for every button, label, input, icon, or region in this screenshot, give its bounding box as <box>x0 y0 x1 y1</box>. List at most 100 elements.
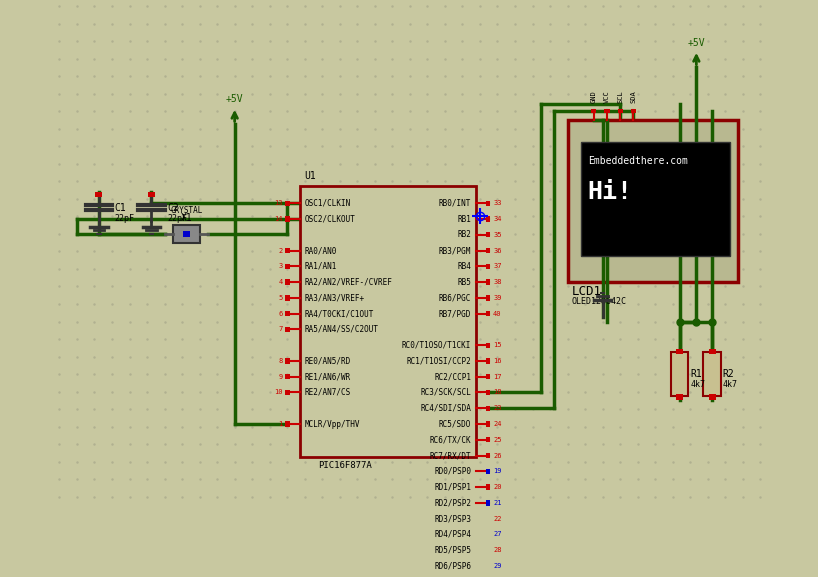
Text: RC6/TX/CK: RC6/TX/CK <box>429 435 471 444</box>
Text: R1: R1 <box>690 369 702 379</box>
Bar <box>285 279 290 284</box>
Bar <box>148 192 155 197</box>
Text: 22pF: 22pF <box>115 213 135 223</box>
Bar <box>591 108 596 113</box>
Text: RE1/AN6/WR: RE1/AN6/WR <box>305 372 351 381</box>
Text: 22pF: 22pF <box>167 213 187 223</box>
Text: 17: 17 <box>493 374 501 380</box>
Text: RA1/AN1: RA1/AN1 <box>305 262 337 271</box>
Text: RE0/AN5/RD: RE0/AN5/RD <box>305 357 351 365</box>
Text: 7: 7 <box>279 327 283 332</box>
Text: LCD1: LCD1 <box>572 285 602 298</box>
Bar <box>486 201 491 206</box>
Bar <box>486 532 491 537</box>
Text: 4k7: 4k7 <box>690 380 705 389</box>
Bar <box>486 516 491 521</box>
Text: 36: 36 <box>493 248 501 253</box>
Text: RB2: RB2 <box>457 230 471 239</box>
Text: RB1: RB1 <box>457 215 471 223</box>
Text: 9: 9 <box>279 374 283 380</box>
Bar <box>486 248 491 253</box>
Text: RA5/AN4/SS/C2OUT: RA5/AN4/SS/C2OUT <box>305 325 379 334</box>
Text: 27: 27 <box>493 531 501 537</box>
Text: 20: 20 <box>493 484 501 490</box>
Bar <box>486 485 491 490</box>
Text: RD3/PSP3: RD3/PSP3 <box>434 514 471 523</box>
Bar <box>605 108 609 113</box>
Bar <box>676 394 683 399</box>
Text: 8: 8 <box>279 358 283 364</box>
Bar <box>568 120 739 282</box>
Text: U1: U1 <box>305 171 317 181</box>
Text: RC7/RX/DT: RC7/RX/DT <box>429 451 471 460</box>
Text: RD1/PSP1: RD1/PSP1 <box>434 482 471 492</box>
Text: 10: 10 <box>274 389 283 395</box>
Bar <box>671 352 689 396</box>
Bar <box>285 358 290 364</box>
Text: RD5/PSP5: RD5/PSP5 <box>434 546 471 554</box>
Text: 28: 28 <box>493 547 501 553</box>
Text: 24: 24 <box>493 421 501 427</box>
Bar <box>486 264 491 269</box>
Text: 23: 23 <box>493 405 501 411</box>
Text: 13: 13 <box>274 200 283 206</box>
Bar <box>676 349 683 354</box>
Text: RA2/AN2/VREF-/CVREF: RA2/AN2/VREF-/CVREF <box>305 278 393 287</box>
Text: +5V: +5V <box>226 94 244 104</box>
Text: RA4/T0CKI/C1OUT: RA4/T0CKI/C1OUT <box>305 309 374 318</box>
Bar <box>581 142 730 256</box>
Text: 15: 15 <box>493 342 501 348</box>
Bar <box>486 563 491 568</box>
Bar <box>486 548 491 553</box>
Bar <box>486 469 491 474</box>
Text: 21: 21 <box>493 500 501 506</box>
Bar <box>173 225 200 243</box>
Bar <box>486 500 491 505</box>
Bar <box>285 264 290 269</box>
Text: RC0/T1OSO/T1CKI: RC0/T1OSO/T1CKI <box>402 340 471 350</box>
Text: Embeddedthere.com: Embeddedthere.com <box>587 156 688 166</box>
Bar <box>486 390 491 395</box>
Text: 29: 29 <box>493 563 501 569</box>
Text: OLED128642C: OLED128642C <box>572 297 627 306</box>
Text: X1: X1 <box>181 213 192 223</box>
Text: 34: 34 <box>493 216 501 222</box>
Text: RB6/PGC: RB6/PGC <box>438 293 471 302</box>
Text: OSC2/CLKOUT: OSC2/CLKOUT <box>305 215 356 223</box>
Bar <box>486 311 491 316</box>
Text: 14: 14 <box>274 216 283 222</box>
Text: RB5: RB5 <box>457 278 471 287</box>
Bar <box>285 248 290 253</box>
Text: 25: 25 <box>493 437 501 443</box>
Text: RC5/SDO: RC5/SDO <box>438 419 471 429</box>
Text: SCL: SCL <box>617 90 623 103</box>
Text: 6: 6 <box>279 310 283 317</box>
Text: VCC: VCC <box>604 90 610 103</box>
Text: RB4: RB4 <box>457 262 471 271</box>
Text: GND: GND <box>591 90 597 103</box>
Text: RB0/INT: RB0/INT <box>438 198 471 208</box>
Bar <box>486 279 491 284</box>
Bar <box>96 192 102 197</box>
Bar <box>285 421 290 426</box>
Bar <box>703 352 721 396</box>
Text: 3: 3 <box>279 263 283 269</box>
Text: RA3/AN3/VREF+: RA3/AN3/VREF+ <box>305 293 365 302</box>
Text: Hi!: Hi! <box>587 180 633 204</box>
Text: 39: 39 <box>493 295 501 301</box>
Text: 33: 33 <box>493 200 501 206</box>
Bar <box>285 311 290 316</box>
Bar <box>618 108 622 113</box>
Bar <box>486 295 491 301</box>
Text: R2: R2 <box>722 369 735 379</box>
Text: RC4/SDI/SDA: RC4/SDI/SDA <box>420 404 471 413</box>
Text: MCLR/Vpp/THV: MCLR/Vpp/THV <box>305 419 360 429</box>
Text: 19: 19 <box>493 469 501 474</box>
Text: 38: 38 <box>493 279 501 285</box>
Bar <box>631 108 636 113</box>
Text: RC1/T1OSI/CCP2: RC1/T1OSI/CCP2 <box>407 357 471 365</box>
Bar <box>285 374 290 379</box>
Text: C2: C2 <box>167 203 179 213</box>
Text: 37: 37 <box>493 263 501 269</box>
Bar <box>486 453 491 458</box>
